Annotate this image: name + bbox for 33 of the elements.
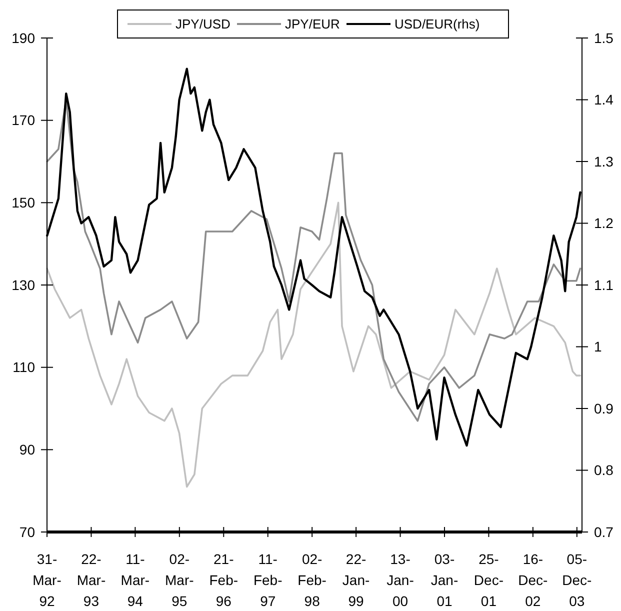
y-tick-label: 90 [19,442,36,458]
y-tick-label: 170 [12,112,36,128]
legend-label: JPY/USD [176,16,230,32]
x-tick-label: 11-Mar-94 [120,551,150,609]
y-tick-label: 70 [19,524,36,540]
y2-tick-label: 0.7 [594,524,614,540]
y2-tick-label: 1.2 [594,215,614,232]
x-tick-label: 22-Jan-99 [342,551,370,609]
y-tick-label: 130 [12,276,36,293]
y2-tick-label: 1.3 [594,153,614,170]
line-series [46,202,582,488]
x-tick-label: 25-Dec-01 [474,551,504,609]
x-tick-label: 02-Feb-98 [298,551,327,609]
legend-label: JPY/EUR [285,16,340,32]
x-tick-label: 05-Dec-03 [562,551,592,609]
x-tick-label: 03-Jan-01 [430,551,458,609]
x-tick-label: 22-Mar-93 [76,551,106,609]
y2-tick-label: 1.4 [594,92,614,108]
y2-tick-label: 1 [594,338,602,355]
y2-tick-label: 1.1 [594,276,614,293]
y2-tick-label: 0.8 [594,462,614,478]
y-tick-label: 110 [12,359,36,376]
x-tick-label: 16-Dec-02 [518,551,548,609]
x-tick-label: 02-Mar-95 [165,551,194,609]
x-tick-label: 11-Feb-97 [253,551,283,609]
legend-label: USD/EUR(rhs) [394,16,480,32]
x-tick-label: 13-Jan-00 [386,551,414,609]
y2-tick-label: 0.9 [594,400,614,416]
x-tick-label: 31-Mar-92 [32,551,62,609]
y-tick-label: 190 [12,30,36,46]
y-tick-label: 150 [12,194,36,211]
y2-tick-label: 1.5 [594,30,614,46]
x-tick-label: 21-Feb-96 [209,551,238,609]
